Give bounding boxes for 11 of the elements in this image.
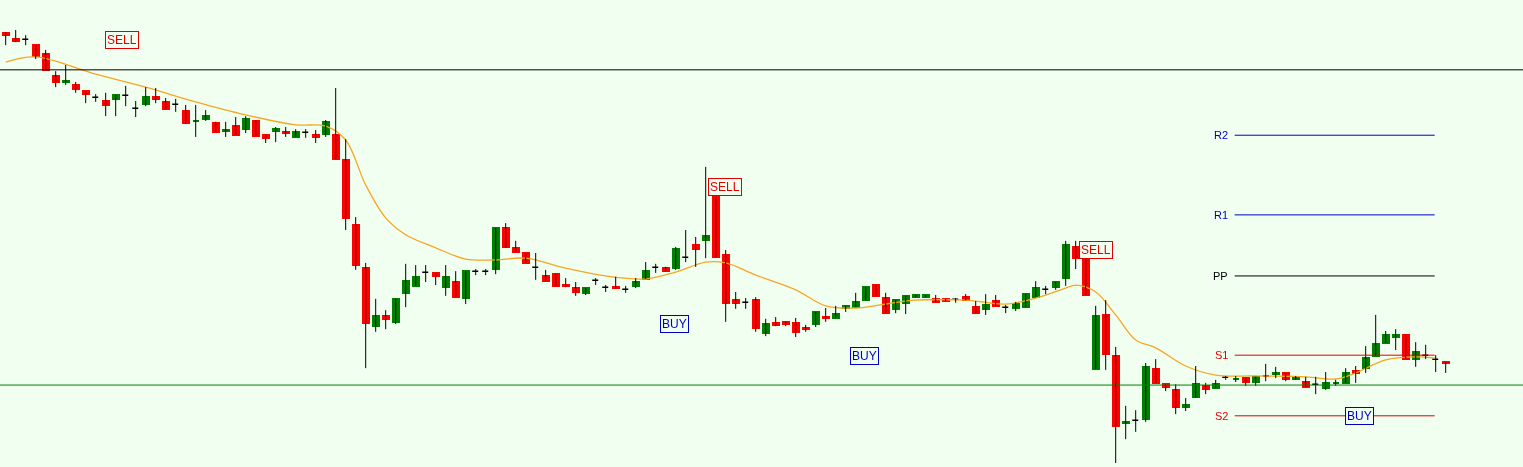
annotation: SELL — [1081, 243, 1111, 257]
annotation: BUY — [852, 349, 877, 363]
ref-line-label: S1 — [1215, 349, 1229, 361]
ref-line-label: S2 — [1215, 410, 1229, 422]
ref-line-label: R2 — [1214, 129, 1229, 141]
annotation: SELL — [107, 33, 137, 47]
ref-line-label: PP — [1213, 270, 1228, 282]
ref-line-label: R1 — [1214, 209, 1229, 221]
annotation: BUY — [662, 317, 687, 331]
annotation: BUY — [1347, 409, 1372, 423]
annotation: SELL — [710, 180, 740, 194]
